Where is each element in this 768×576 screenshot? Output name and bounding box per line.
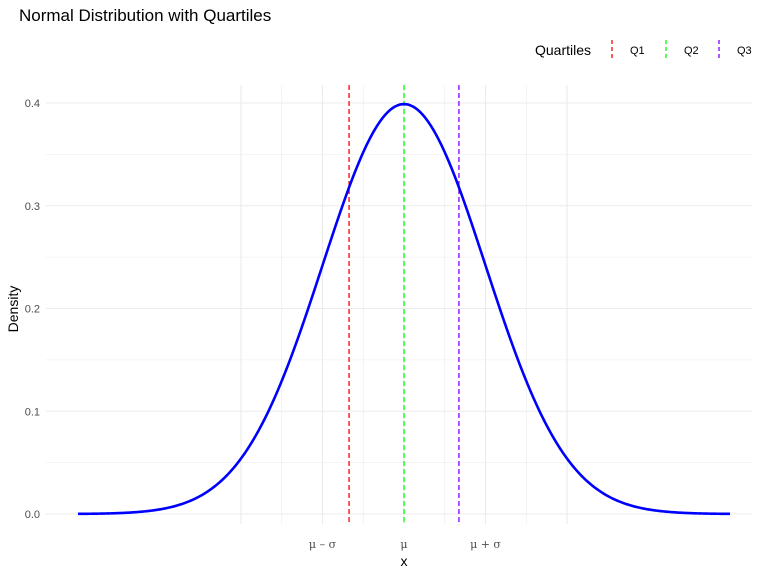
y-axis: 0.0 0.1 0.2 0.3 0.4 — [25, 98, 40, 521]
x-axis-title: x — [401, 553, 408, 569]
legend-title: Quartiles — [535, 42, 591, 58]
grid — [46, 85, 752, 524]
y-tick-label: 0.1 — [25, 406, 40, 418]
y-axis-title: Density — [5, 286, 21, 333]
x-axis: μ – σ μ μ + σ — [309, 538, 501, 551]
legend-label-q3: Q3 — [737, 45, 752, 57]
x-tick-label: μ – σ — [309, 538, 337, 551]
quartile-lines — [348, 85, 460, 524]
legend-label-q2: Q2 — [684, 45, 699, 57]
y-tick-label: 0.4 — [25, 98, 40, 110]
legend-label-q1: Q1 — [630, 45, 645, 57]
y-tick-label: 0.2 — [25, 304, 40, 316]
x-tick-label: μ + σ — [470, 538, 501, 551]
legend: Quartiles Q1 Q2 Q3 — [535, 40, 752, 61]
chart-title: Normal Distribution with Quartiles — [19, 6, 271, 25]
x-tick-label: μ — [400, 538, 407, 551]
y-tick-label: 0.0 — [25, 509, 40, 521]
density-curve-layer — [77, 102, 731, 516]
density-curve — [77, 102, 731, 516]
y-tick-label: 0.3 — [25, 201, 40, 213]
